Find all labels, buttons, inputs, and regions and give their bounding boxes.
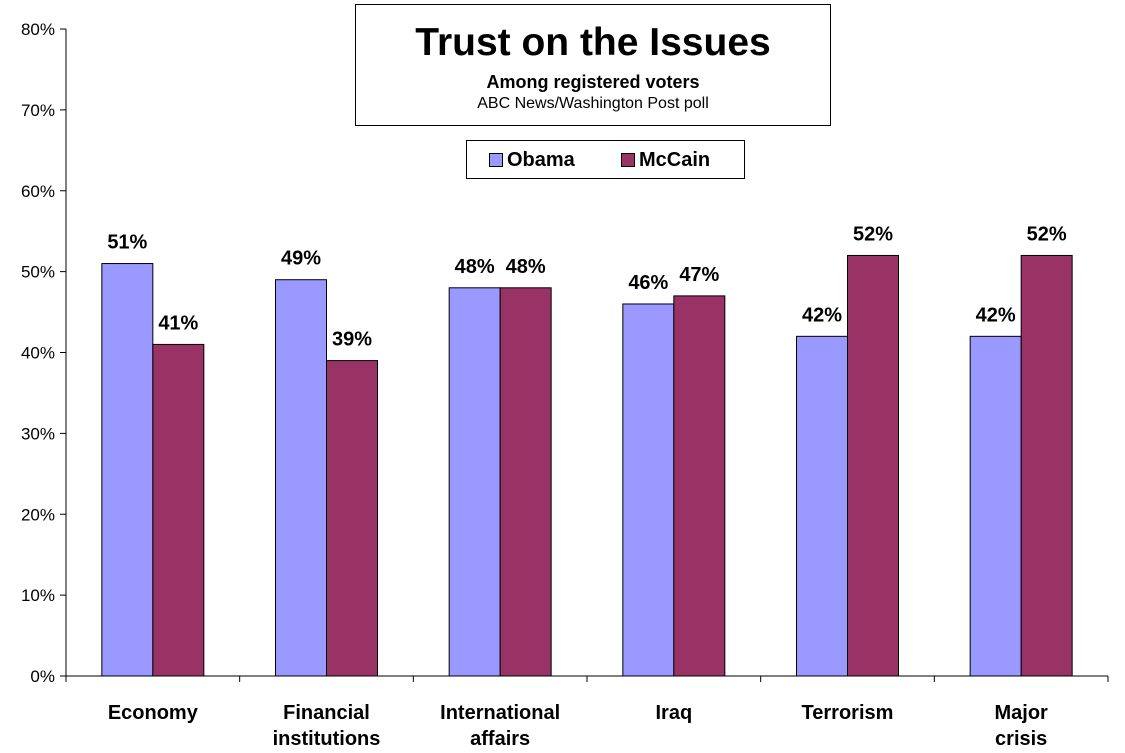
- chart-title-box: Trust on the Issues Among registered vot…: [355, 4, 831, 126]
- y-tick-label: 10%: [21, 586, 55, 605]
- bar-obama-financial-institutions: [275, 279, 327, 677]
- bar-mccain-terrorism: [847, 254, 899, 677]
- y-tick-label: 60%: [21, 182, 55, 201]
- legend-label-mccain: McCain: [639, 149, 711, 171]
- bar-mccain-international-affairs: [499, 287, 552, 677]
- data-label-obama-iraq: 46%: [628, 272, 668, 294]
- bar-obama-economy: [101, 263, 154, 677]
- y-tick-label: 40%: [21, 344, 55, 363]
- chart-title: Trust on the Issues: [415, 21, 771, 64]
- y-tick-label: 80%: [21, 20, 55, 39]
- chart-source: ABC News/Washington Post poll: [477, 95, 709, 112]
- data-label-mccain-financial-institutions: 39%: [332, 329, 372, 351]
- data-label-mccain-economy: 41%: [158, 312, 198, 334]
- y-tick-label: 20%: [21, 505, 55, 524]
- y-tick-label: 0%: [30, 667, 55, 686]
- x-category-label-international-affairs: International affairs: [440, 702, 560, 750]
- y-tick-label: 50%: [21, 263, 55, 282]
- data-label-mccain-iraq: 47%: [679, 264, 719, 286]
- chart-legend: Obama McCain: [466, 140, 745, 179]
- x-category-label-financial-institutions: Financial institutions: [273, 702, 381, 750]
- chart-category-labels: Economy Financial institutions Internationa…: [108, 702, 1048, 750]
- x-category-label-iraq: Iraq: [655, 702, 692, 724]
- x-category-label-economy: Economy: [108, 702, 199, 724]
- y-tick-label: 30%: [21, 424, 55, 443]
- bar-mccain-major-crisis: [1020, 254, 1073, 677]
- legend-swatch-obama: [489, 153, 503, 167]
- bar-obama-iraq: [622, 303, 675, 677]
- bar-obama-international-affairs: [448, 287, 501, 677]
- legend-swatch-mccain: [621, 153, 635, 167]
- bar-mccain-economy: [152, 343, 205, 677]
- chart-subtitle: Among registered voters: [486, 72, 700, 92]
- chart-value-labels: 51% 41% 49% 39% 48% 48% 46% 47% 42% 52% 42% 52%: [107, 223, 1067, 350]
- chart-bars: [101, 254, 1073, 677]
- data-label-mccain-major-crisis: 52%: [1027, 223, 1067, 245]
- chart-axes: 0% 10% 20% 30% 40% 50% 60% 70% 80%: [21, 20, 1109, 686]
- y-tick-label: 70%: [21, 101, 55, 120]
- bar-obama-terrorism: [796, 335, 848, 677]
- data-label-obama-terrorism: 42%: [802, 304, 842, 326]
- data-label-mccain-terrorism: 52%: [853, 223, 893, 245]
- bar-obama-major-crisis: [969, 335, 1022, 677]
- x-category-label-major-crisis: Major crisis: [994, 702, 1048, 750]
- x-category-label-terrorism: Terrorism: [802, 702, 894, 724]
- data-label-obama-economy: 51%: [107, 232, 147, 254]
- bar-mccain-financial-institutions: [326, 360, 378, 677]
- data-label-obama-major-crisis: 42%: [976, 304, 1016, 326]
- data-label-mccain-international-affairs: 48%: [506, 256, 546, 278]
- legend-label-obama: Obama: [507, 149, 575, 171]
- bar-mccain-iraq: [673, 295, 726, 677]
- data-label-obama-international-affairs: 48%: [455, 256, 495, 278]
- data-label-obama-financial-institutions: 49%: [281, 248, 321, 270]
